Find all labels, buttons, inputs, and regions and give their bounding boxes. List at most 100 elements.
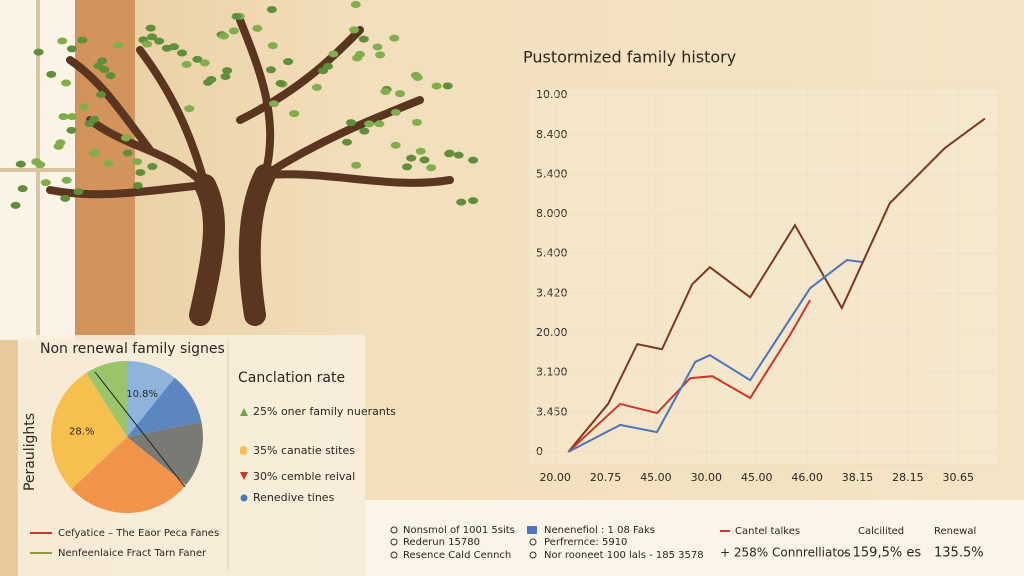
leaf xyxy=(17,185,28,193)
leaf xyxy=(132,181,143,189)
pie-line xyxy=(94,371,186,488)
rate-item: 30% cemble reival xyxy=(253,470,355,483)
leaf xyxy=(431,82,442,90)
y-tick-label: 8.000 xyxy=(536,207,568,220)
legend-label: Cefyatice – The Eaor Peca Fanes xyxy=(58,528,219,539)
y-tick-label: 5.400 xyxy=(536,167,568,180)
leaf xyxy=(468,197,479,205)
x-tick-label: 38.15 xyxy=(842,471,874,484)
leaf xyxy=(103,159,114,167)
icon xyxy=(240,408,248,416)
leaf xyxy=(453,151,464,159)
y-tick-label: 8.400 xyxy=(536,128,568,141)
leaf xyxy=(142,40,153,48)
x-tick-label: 45.00 xyxy=(741,471,773,484)
leaf xyxy=(231,12,242,20)
leaf xyxy=(275,79,286,87)
icon xyxy=(240,446,247,455)
footer-text: Perfrernce: 5910 xyxy=(544,537,627,548)
footer-text: Nenenefiol : 1 08 Faks xyxy=(544,525,655,536)
y-tick-label: 3.420 xyxy=(536,286,568,299)
leaf xyxy=(46,70,57,78)
pie-slice xyxy=(127,377,202,437)
leaf xyxy=(66,126,77,134)
leaf xyxy=(67,113,78,121)
footer-text: + 258% Connrelliatos xyxy=(720,546,851,560)
leaf xyxy=(61,79,72,87)
leaf xyxy=(120,134,131,142)
leaf xyxy=(199,59,210,67)
pie-ylabel: Peraulights xyxy=(22,413,38,491)
leaf xyxy=(426,164,437,172)
leaf xyxy=(181,61,192,69)
leaf xyxy=(380,88,391,96)
leaf xyxy=(323,62,334,70)
footer-text: Nonsmol of 1001 5sits xyxy=(403,525,515,536)
leaf xyxy=(406,154,417,162)
icon xyxy=(390,526,398,534)
icon xyxy=(529,551,537,559)
leaf xyxy=(93,62,104,70)
footer-text: Renewal xyxy=(934,526,976,537)
leaf xyxy=(122,149,133,157)
y-tick-label: 5.400 xyxy=(536,247,568,260)
leaf xyxy=(372,43,383,51)
x-tick-label: 30.65 xyxy=(942,471,974,484)
line-title: Pustormized family history xyxy=(523,48,736,67)
leaf xyxy=(66,45,77,53)
line-series xyxy=(567,117,986,453)
leaf xyxy=(78,103,89,111)
leaf xyxy=(105,72,116,80)
rate-item: Renedive tines xyxy=(253,491,335,504)
leaf xyxy=(328,50,339,58)
leaf xyxy=(266,5,277,13)
pie-slice xyxy=(50,372,127,490)
leaf xyxy=(265,66,276,74)
x-tick-label: 20.00 xyxy=(539,471,571,484)
leaf xyxy=(395,90,406,98)
pie-slice xyxy=(86,361,127,437)
leaf xyxy=(342,138,353,146)
leaf xyxy=(267,42,278,50)
leaf xyxy=(228,27,239,35)
leaf xyxy=(444,150,455,158)
leaf xyxy=(184,105,195,113)
y-tick-label: 10.00 xyxy=(536,88,568,101)
leaf xyxy=(375,51,386,59)
line-series xyxy=(567,259,863,453)
pie-slice xyxy=(71,437,187,513)
leaf xyxy=(145,24,156,32)
footer-text: Calcilited xyxy=(858,526,904,537)
leaf xyxy=(113,41,124,49)
curtain xyxy=(75,0,135,340)
leaf xyxy=(89,115,100,123)
leaf xyxy=(311,83,322,91)
leaf xyxy=(456,198,467,206)
footer-text: Cantel talkes xyxy=(735,526,800,537)
value-label: 28.% xyxy=(69,426,94,437)
leaf xyxy=(206,75,217,83)
leaf xyxy=(57,37,68,45)
leaf xyxy=(222,67,233,75)
trunk xyxy=(189,164,276,326)
rate-title: Canclation rate xyxy=(238,370,345,386)
leaf xyxy=(73,188,84,196)
y-tick-label: 3.450 xyxy=(536,405,568,418)
leaf xyxy=(252,24,263,32)
pie-chart: 10.8% 28.% xyxy=(50,361,204,513)
leaf xyxy=(442,82,453,90)
footer-panel xyxy=(365,500,1024,576)
leaf xyxy=(283,58,294,66)
leaf xyxy=(61,176,72,184)
leaf xyxy=(33,48,44,56)
leaf xyxy=(350,1,361,9)
icon xyxy=(390,551,398,559)
leaf xyxy=(147,163,158,171)
leaf xyxy=(218,32,229,40)
x-tick-label: 46.00 xyxy=(791,471,823,484)
footer-text: Nor rooneet 100 lals - 185 3578 xyxy=(544,550,704,561)
leaf xyxy=(220,72,231,80)
value-label: 10.8% xyxy=(126,389,158,400)
footer-text: – 159,5% es xyxy=(842,546,921,561)
tree xyxy=(46,16,454,326)
